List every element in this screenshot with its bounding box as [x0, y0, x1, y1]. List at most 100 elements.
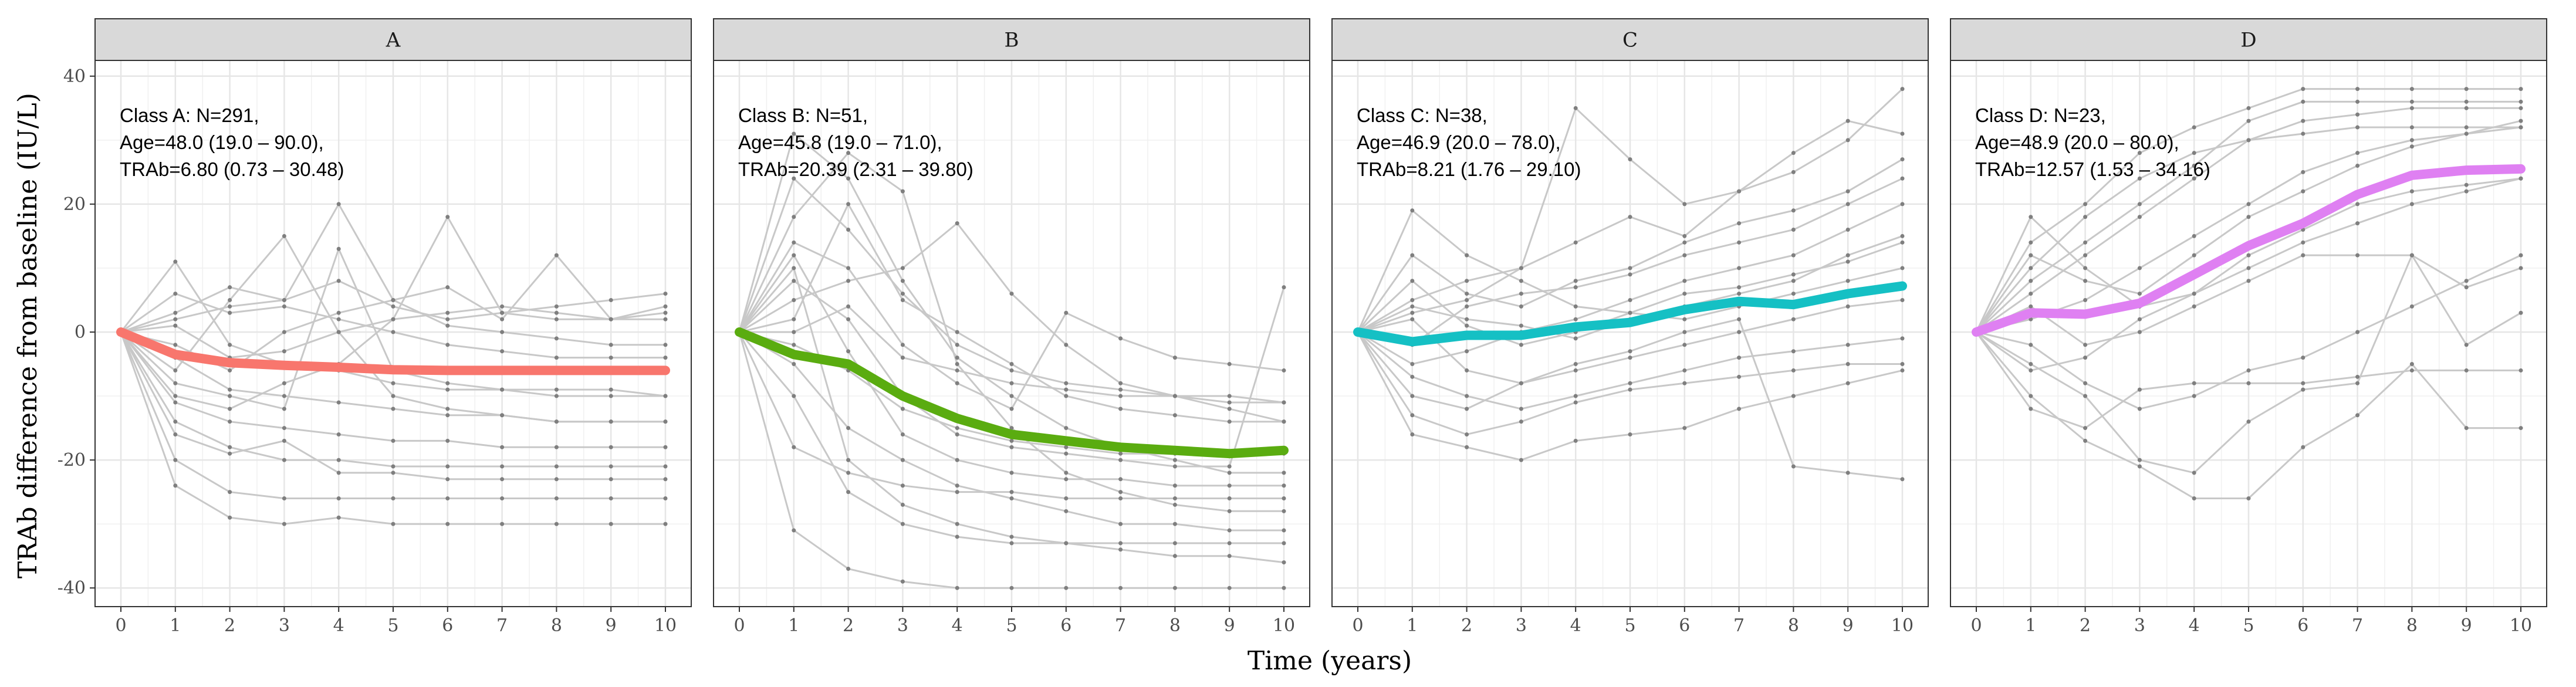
data-point	[173, 343, 178, 347]
x-tick-label: 8	[1169, 615, 1181, 636]
data-point	[1682, 279, 1687, 283]
data-point	[2355, 330, 2360, 334]
data-point	[228, 343, 232, 347]
data-point	[1172, 483, 1177, 488]
data-point	[900, 292, 905, 296]
data-point	[336, 310, 341, 315]
data-point	[1282, 471, 1286, 475]
x-tick-label: 9	[1224, 615, 1235, 636]
data-point	[955, 458, 959, 462]
data-point	[2246, 419, 2251, 424]
data-point	[1682, 240, 1687, 245]
data-point	[1227, 586, 1232, 590]
data-point	[2301, 170, 2305, 174]
data-point	[1519, 266, 1523, 270]
data-point	[2192, 381, 2196, 385]
data-point	[900, 432, 905, 436]
data-point	[228, 285, 232, 290]
data-point	[1282, 285, 1286, 290]
panel-c: C Class C: N=38, Age=46.9 (20.0 – 78.0), TR…	[1331, 18, 1929, 636]
data-point	[846, 471, 851, 475]
data-point	[1227, 394, 1232, 398]
data-point	[955, 490, 959, 495]
data-point	[282, 330, 286, 334]
data-point	[445, 438, 450, 443]
data-point	[2083, 253, 2088, 258]
data-point	[1791, 368, 1796, 373]
data-point	[2137, 464, 2142, 469]
data-point	[1172, 502, 1177, 507]
data-point	[2464, 368, 2469, 373]
data-point	[846, 266, 851, 270]
data-point	[955, 330, 959, 334]
data-point	[1465, 279, 1469, 283]
data-point	[1791, 170, 1796, 174]
data-point	[2192, 496, 2196, 501]
data-point	[282, 381, 286, 385]
data-point	[663, 496, 668, 501]
data-point	[1227, 362, 1232, 367]
data-point	[1410, 413, 1415, 418]
data-point	[2029, 407, 2033, 411]
data-point	[228, 445, 232, 449]
data-point	[2301, 189, 2305, 194]
data-point	[1900, 336, 1905, 341]
data-point	[445, 343, 450, 347]
data-point	[391, 317, 395, 321]
data-point	[1064, 541, 1069, 546]
data-point	[1628, 349, 1632, 354]
data-point	[608, 445, 613, 449]
data-point	[1009, 292, 1014, 296]
data-point	[608, 419, 613, 424]
data-point	[2137, 458, 2142, 462]
data-point	[1900, 233, 1905, 238]
data-point	[2083, 266, 2088, 270]
data-point	[2137, 202, 2142, 207]
data-point	[792, 176, 796, 181]
data-point	[2409, 144, 2414, 149]
data-point	[173, 400, 178, 405]
data-point	[2464, 285, 2469, 290]
x-tick-label: 5	[1624, 615, 1635, 636]
data-point	[1465, 407, 1469, 411]
data-point	[1573, 438, 1578, 443]
data-point	[1009, 407, 1014, 411]
data-point	[1737, 374, 1742, 379]
data-point	[1227, 407, 1232, 411]
data-point	[1172, 356, 1177, 360]
data-point	[1900, 202, 1905, 207]
data-point	[955, 534, 959, 539]
data-point	[608, 387, 613, 392]
data-point	[1410, 432, 1415, 436]
x-tick-label: 7	[1733, 615, 1745, 636]
y-tick-label: 20	[63, 194, 86, 215]
data-point	[2083, 381, 2088, 385]
data-point	[1628, 272, 1632, 277]
data-point	[2246, 202, 2251, 207]
data-point	[1845, 202, 1850, 207]
data-point	[900, 483, 905, 488]
data-point	[554, 477, 559, 482]
data-point	[1791, 317, 1796, 321]
strip-background	[1331, 18, 1929, 61]
data-point	[2192, 292, 2196, 296]
data-point	[2409, 125, 2414, 130]
data-point	[336, 202, 341, 207]
data-point	[1682, 330, 1687, 334]
data-point	[1009, 471, 1014, 475]
data-point	[1900, 157, 1905, 162]
data-point	[500, 477, 505, 482]
data-point	[1227, 554, 1232, 559]
data-point	[1465, 317, 1469, 321]
data-point	[173, 310, 178, 315]
data-point	[445, 477, 450, 482]
data-point	[663, 317, 668, 321]
data-point	[2029, 253, 2033, 258]
data-point	[608, 317, 613, 321]
data-point	[2192, 176, 2196, 181]
data-point	[1009, 445, 1014, 449]
data-point	[900, 279, 905, 283]
data-point	[846, 151, 851, 155]
data-point	[2355, 87, 2360, 92]
